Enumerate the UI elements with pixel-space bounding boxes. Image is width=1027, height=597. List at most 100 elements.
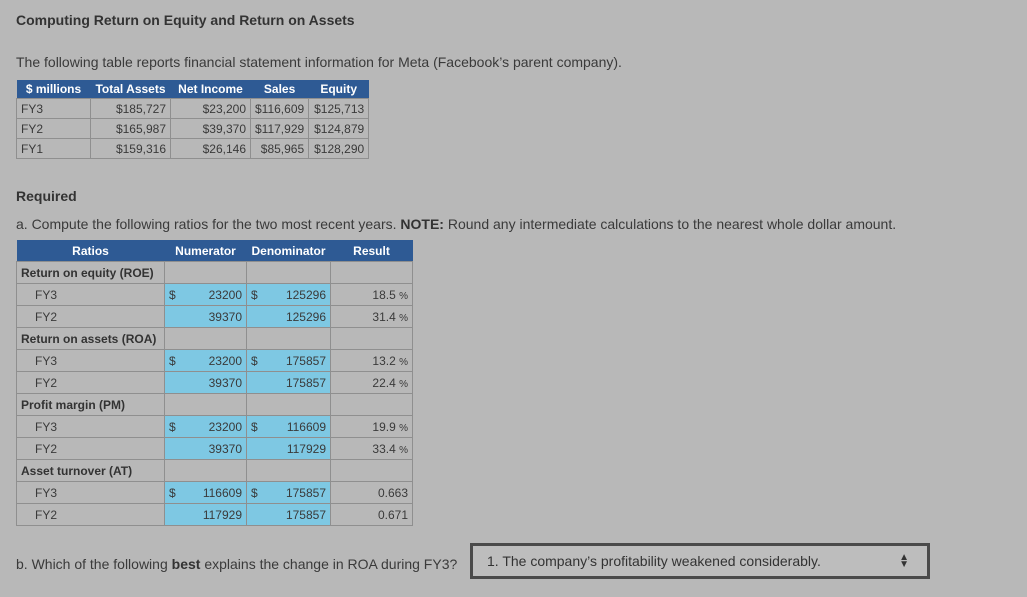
result-cell: 33.4 %: [330, 437, 413, 460]
percent-sign: %: [399, 356, 408, 368]
numerator-input[interactable]: 117929: [164, 503, 247, 526]
year-cell: FY2: [16, 118, 91, 139]
denominator-value: 116609: [286, 419, 326, 434]
empty-cell: [246, 459, 331, 482]
total-assets-cell: $159,316: [90, 138, 171, 159]
dollar-sign: $: [169, 485, 176, 500]
numerator-value: 116609: [202, 485, 242, 500]
result-value: 33.4: [372, 441, 396, 456]
equity-cell: $128,290: [308, 138, 370, 159]
empty-cell: [246, 327, 331, 350]
year-cell: FY3: [16, 349, 165, 372]
ratio-table: Ratios Numerator Denominator Result Retu…: [16, 240, 413, 526]
result-cell: 19.9 %: [330, 415, 413, 438]
table-row: FY2 117929 175857 0.671: [16, 503, 413, 526]
table-row: FY2 39370 175857 22.4 %: [16, 371, 413, 394]
question-a-note: NOTE:: [400, 216, 444, 232]
numerator-input[interactable]: 39370: [164, 437, 247, 460]
header-result: Result: [330, 240, 413, 262]
table-row: FY3 $185,727 $23,200 $116,609 $125,713: [16, 98, 370, 119]
year-cell: FY2: [16, 437, 165, 460]
numerator-value: 23200: [208, 287, 242, 302]
table-row: FY2 39370 125296 31.4 %: [16, 305, 413, 328]
denominator-input[interactable]: 117929: [246, 437, 331, 460]
section-row: Profit margin (PM): [16, 393, 413, 416]
net-income-cell: $39,370: [170, 118, 251, 139]
dollar-sign: $: [169, 353, 176, 368]
equity-cell: $125,713: [308, 98, 370, 119]
denominator-value: 125296: [285, 309, 326, 324]
year-cell: FY3: [16, 98, 91, 119]
denominator-value: 175857: [285, 507, 326, 522]
net-income-cell: $26,146: [170, 138, 251, 159]
numerator-input[interactable]: $23200: [164, 349, 247, 372]
denominator-input[interactable]: $175857: [246, 349, 331, 372]
numerator-input[interactable]: 39370: [164, 371, 247, 394]
section-row: Return on equity (ROE): [16, 261, 413, 284]
page-title: Computing Return on Equity and Return on…: [16, 12, 355, 28]
header-total-assets: Total Assets: [90, 80, 171, 99]
empty-cell: [246, 393, 331, 416]
denominator-input[interactable]: $116609: [246, 415, 331, 438]
empty-cell: [164, 459, 247, 482]
denominator-input[interactable]: 175857: [246, 503, 331, 526]
section-label: Asset turnover (AT): [16, 459, 165, 482]
percent-sign: %: [399, 290, 408, 302]
result-value: 18.5: [372, 287, 396, 302]
year-cell: FY3: [16, 481, 165, 504]
numerator-input[interactable]: $116609: [164, 481, 247, 504]
dollar-sign: $: [251, 485, 258, 500]
dollar-sign: $: [169, 419, 176, 434]
sales-cell: $116,609: [249, 98, 310, 119]
numerator-value: 23200: [208, 419, 242, 434]
empty-cell: [330, 327, 413, 350]
denominator-value: 125296: [285, 287, 326, 302]
result-cell: 18.5 %: [330, 283, 413, 306]
header-net-income: Net Income: [170, 80, 251, 99]
result-value: 19.9: [372, 419, 396, 434]
dollar-sign: $: [169, 287, 176, 302]
numerator-input[interactable]: $23200: [164, 415, 247, 438]
denominator-value: 175857: [285, 375, 326, 390]
numerator-input[interactable]: 39370: [164, 305, 247, 328]
table-row: FY3 $23200 $116609 19.9 %: [16, 415, 413, 438]
denominator-value: 175857: [285, 485, 326, 500]
dollar-sign: $: [251, 353, 258, 368]
year-cell: FY2: [16, 503, 165, 526]
denominator-input[interactable]: 125296: [246, 305, 331, 328]
numerator-value: 39370: [208, 441, 242, 456]
denominator-input[interactable]: 175857: [246, 371, 331, 394]
percent-sign: %: [399, 422, 408, 434]
percent-sign: %: [399, 378, 408, 390]
year-cell: FY2: [16, 305, 165, 328]
table-row: FY3 $23200 $175857 13.2 %: [16, 349, 413, 372]
year-cell: FY3: [16, 283, 165, 306]
updown-arrows-icon: ▲ ▼: [899, 552, 909, 570]
total-assets-cell: $165,987: [90, 118, 171, 139]
section-row: Return on assets (ROA): [16, 327, 413, 350]
question-b-prefix: b. Which of the following: [16, 556, 172, 572]
table-row: FY2 $165,987 $39,370 $117,929 $124,879: [16, 118, 370, 139]
numerator-input[interactable]: $23200: [164, 283, 247, 306]
denominator-input[interactable]: $175857: [246, 481, 331, 504]
denominator-input[interactable]: $125296: [246, 283, 331, 306]
result-value: 13.2: [372, 353, 396, 368]
empty-cell: [330, 393, 413, 416]
dollar-sign: $: [251, 419, 258, 434]
answer-select-value: 1. The company’s profitability weakened …: [487, 553, 821, 569]
section-label: Profit margin (PM): [16, 393, 165, 416]
numerator-value: 117929: [202, 507, 242, 522]
percent-sign: %: [399, 312, 408, 324]
answer-select[interactable]: 1. The company’s profitability weakened …: [470, 543, 930, 579]
table-row: FY3 $116609 $175857 0.663: [16, 481, 413, 504]
header-millions: $ millions: [16, 80, 91, 99]
result-cell: 0.671: [330, 503, 413, 526]
table-row: FY1 $159,316 $26,146 $85,965 $128,290: [16, 138, 370, 159]
denominator-value: 175857: [285, 353, 326, 368]
sales-cell: $117,929: [249, 118, 310, 139]
equity-cell: $124,879: [308, 118, 370, 139]
numerator-value: 23200: [208, 353, 242, 368]
empty-cell: [164, 327, 247, 350]
result-value: 0.671: [377, 507, 408, 522]
header-numerator: Numerator: [164, 240, 247, 262]
